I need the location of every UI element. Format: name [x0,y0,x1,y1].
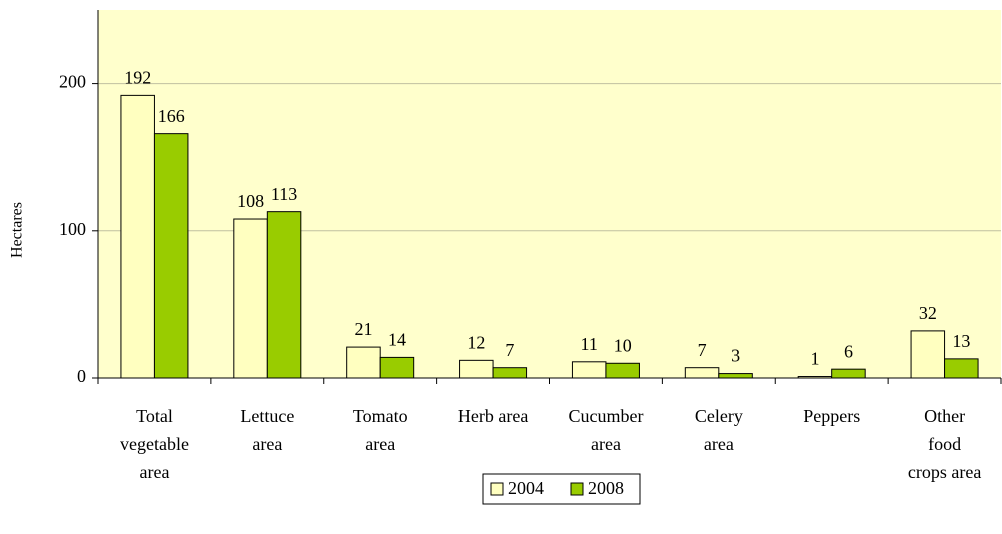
x-tick-label: Peppers [803,406,861,426]
bar [120,94,155,379]
bar [684,367,720,379]
data-label: 32 [919,303,937,323]
x-tick-label: Celery area [694,406,743,454]
x-tick-label: Total vegetable area [120,406,189,482]
legend-box [482,473,641,505]
x-tick-label: Cucumber area [568,406,644,454]
bar [379,356,415,379]
data-label: 192 [124,68,151,88]
data-label: 108 [237,191,264,211]
data-label: 3 [731,346,740,366]
x-tick-label: Lettuce area [240,406,295,454]
x-tick-label: Tomato area [352,406,408,454]
y-tick-label: 200 [59,72,86,92]
x-tick-label: Other food crops area [907,406,982,482]
bar [153,133,189,379]
bar [492,367,528,379]
data-label: 166 [158,106,185,126]
data-label: 113 [271,184,297,204]
y-axis-label: Hectares [9,202,26,258]
bar [571,361,607,379]
bar [718,373,753,379]
data-label: 11 [581,334,598,354]
data-label: 13 [952,331,970,351]
data-label: 1 [810,349,819,369]
bar [459,359,494,379]
x-tick-label: Herb area [457,406,529,426]
bar [831,368,866,379]
data-label: 7 [505,340,514,360]
legend-label: 2004 [508,478,544,498]
legend-swatch [570,482,584,496]
data-label: 14 [388,330,406,350]
y-tick-label: 0 [77,366,86,386]
legend-label: 2008 [588,478,624,498]
bar [797,376,833,379]
data-label: 10 [614,335,632,355]
bar [346,346,381,379]
data-label: 6 [844,341,853,361]
legend-swatch [490,482,504,496]
data-label: 21 [354,319,372,339]
data-label: 12 [467,332,485,352]
y-tick-label: 100 [59,219,86,239]
bar [910,330,946,379]
bar [233,218,268,379]
bar [605,362,640,379]
data-label: 7 [698,340,707,360]
bar [944,358,979,379]
bar [266,211,302,379]
